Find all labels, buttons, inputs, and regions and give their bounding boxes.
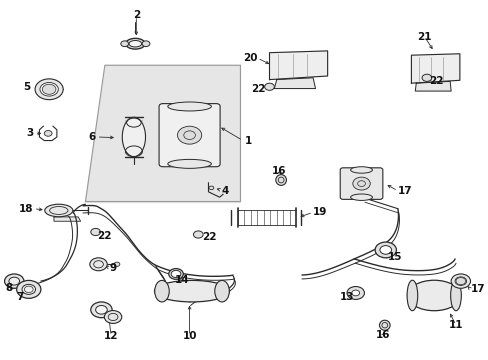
Text: 8: 8: [6, 283, 13, 293]
Polygon shape: [414, 81, 450, 91]
Ellipse shape: [125, 39, 145, 49]
Circle shape: [90, 258, 107, 271]
Circle shape: [91, 228, 100, 235]
Circle shape: [142, 41, 149, 46]
Polygon shape: [85, 65, 240, 202]
Circle shape: [91, 302, 112, 318]
Ellipse shape: [214, 280, 229, 302]
Ellipse shape: [450, 274, 469, 288]
Circle shape: [171, 270, 181, 278]
Text: 19: 19: [312, 207, 327, 217]
Text: 21: 21: [416, 32, 431, 41]
Text: 18: 18: [19, 204, 34, 214]
Text: 6: 6: [88, 132, 95, 142]
Ellipse shape: [45, 204, 73, 217]
Polygon shape: [269, 51, 327, 80]
Circle shape: [346, 287, 364, 300]
Text: 17: 17: [469, 284, 484, 294]
Circle shape: [177, 126, 201, 144]
Ellipse shape: [167, 159, 211, 168]
Text: 20: 20: [243, 53, 257, 63]
Ellipse shape: [129, 41, 142, 47]
Ellipse shape: [40, 82, 58, 96]
Circle shape: [421, 74, 431, 81]
Ellipse shape: [35, 79, 63, 100]
Text: 9: 9: [109, 263, 117, 273]
Circle shape: [351, 290, 359, 296]
Ellipse shape: [275, 175, 286, 185]
Ellipse shape: [154, 280, 229, 302]
Text: 17: 17: [397, 186, 412, 196]
Text: 4: 4: [221, 186, 228, 196]
Ellipse shape: [450, 280, 460, 311]
Circle shape: [9, 277, 20, 285]
Text: 16: 16: [271, 166, 286, 176]
Circle shape: [379, 246, 391, 254]
Text: 16: 16: [375, 330, 390, 340]
Circle shape: [42, 84, 56, 94]
Ellipse shape: [350, 167, 372, 173]
Ellipse shape: [154, 280, 169, 302]
Circle shape: [264, 83, 274, 90]
Text: 13: 13: [339, 292, 353, 302]
Ellipse shape: [167, 102, 211, 111]
Circle shape: [114, 262, 120, 266]
Circle shape: [374, 242, 396, 258]
Polygon shape: [274, 78, 315, 89]
Circle shape: [121, 41, 128, 46]
Ellipse shape: [122, 117, 145, 157]
Circle shape: [193, 231, 203, 238]
Text: 15: 15: [387, 252, 402, 262]
Polygon shape: [410, 54, 459, 83]
Text: 14: 14: [175, 275, 189, 285]
Circle shape: [96, 306, 107, 314]
Ellipse shape: [406, 280, 417, 311]
Polygon shape: [54, 217, 81, 221]
Circle shape: [352, 177, 369, 190]
FancyBboxPatch shape: [340, 168, 382, 199]
Circle shape: [455, 278, 465, 285]
Text: 22: 22: [428, 76, 443, 86]
Text: 22: 22: [201, 232, 216, 242]
Circle shape: [4, 274, 24, 288]
Ellipse shape: [168, 269, 183, 279]
Ellipse shape: [379, 320, 389, 330]
Text: 12: 12: [103, 331, 118, 341]
Text: 3: 3: [26, 129, 34, 138]
Circle shape: [104, 311, 122, 323]
Circle shape: [44, 131, 52, 136]
Text: 22: 22: [251, 84, 265, 94]
Ellipse shape: [350, 194, 372, 201]
Text: 5: 5: [23, 82, 31, 92]
Circle shape: [208, 186, 213, 190]
Text: 11: 11: [448, 320, 462, 330]
Text: 1: 1: [245, 136, 252, 145]
Circle shape: [22, 284, 36, 294]
Circle shape: [17, 280, 41, 298]
FancyBboxPatch shape: [159, 104, 220, 167]
Text: 22: 22: [98, 231, 112, 240]
Ellipse shape: [407, 280, 460, 311]
Text: 10: 10: [182, 331, 197, 341]
Text: 7: 7: [16, 292, 24, 302]
Text: 2: 2: [132, 10, 140, 20]
